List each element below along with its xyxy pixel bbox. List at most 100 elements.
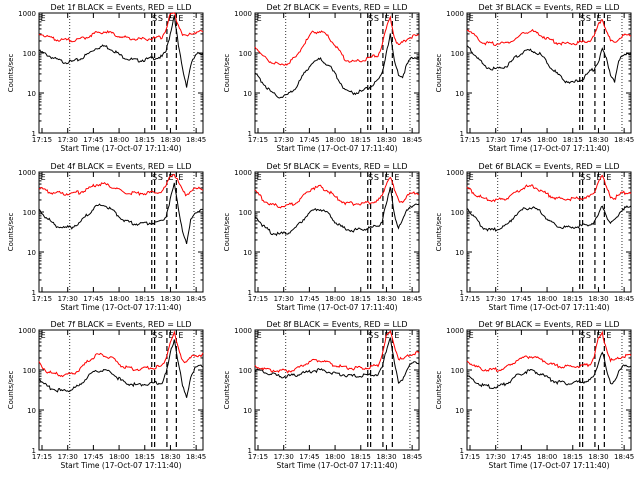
x-tick-label: 17:45 [511, 136, 531, 144]
y-tick-label: 1 [248, 130, 252, 138]
x-tick-label: 18:15 [563, 295, 583, 303]
events-series-line [466, 351, 632, 390]
x-tick-label: 17:30 [274, 453, 294, 461]
plot-frame [466, 171, 632, 293]
y-axis-label: Counts/sec [7, 213, 15, 252]
x-tick-label: 18:15 [563, 453, 583, 461]
x-tick-label: 18:45 [186, 136, 206, 144]
x-tick-label: 17:30 [486, 453, 506, 461]
flag-label: S [586, 331, 591, 340]
panel-det-9: Det 9f BLACK = Events, RED = LLD 1 10 100 10… [435, 320, 634, 470]
flag-label: E [178, 14, 183, 23]
x-axis-label: Start Time (17-Oct-07 17:11:40) [276, 461, 397, 470]
flag-label: S [158, 331, 163, 340]
x-tick-label: 17:45 [299, 453, 319, 461]
flag-label: E [178, 331, 183, 340]
flag-label: E [41, 331, 46, 340]
y-tick-label: 10 [243, 249, 252, 257]
flag-label: E [41, 173, 46, 182]
flag-label: E [606, 14, 611, 23]
x-axis-label: Start Time (17-Oct-07 17:11:40) [60, 461, 181, 470]
panel-title: Det 2f BLACK = Events, RED = LLD [266, 3, 407, 12]
y-tick-label: 100 [23, 367, 36, 375]
x-tick-label: 17:45 [83, 136, 103, 144]
x-tick-label: 17:15 [248, 136, 268, 144]
flag-label: E [385, 331, 390, 340]
panel-title: Det 4f BLACK = Events, RED = LLD [50, 162, 191, 171]
y-tick-label: 1 [460, 130, 464, 138]
lld-series-line [38, 173, 204, 197]
panel-det-4: Det 4f BLACK = Events, RED = LLD 1 10 100 10… [7, 162, 206, 312]
y-axis-label: Counts/sec [435, 371, 443, 410]
flag-label: S [158, 14, 163, 23]
x-tick-label: 18:45 [402, 453, 422, 461]
y-tick-label: 1 [32, 447, 36, 455]
x-tick-label: 18:30 [588, 453, 608, 461]
x-tick-label: 18:45 [614, 295, 634, 303]
y-tick-label: 1000 [234, 169, 252, 177]
y-tick-label: 10 [455, 407, 464, 415]
x-axis-label: Start Time (17-Oct-07 17:11:40) [488, 144, 609, 153]
events-series-line [38, 182, 204, 245]
y-tick-label: 1000 [18, 169, 36, 177]
y-axis-label: Counts/sec [7, 371, 15, 410]
lld-series-line [466, 174, 632, 203]
plot-frame [466, 329, 632, 451]
panel-title: Det 3f BLACK = Events, RED = LLD [478, 3, 619, 12]
events-series-line [38, 339, 204, 398]
y-axis-label: Counts/sec [223, 54, 231, 93]
y-tick-label: 1 [248, 289, 252, 297]
x-tick-label: 17:15 [32, 295, 52, 303]
panel-det-1: Det 1f BLACK = Events, RED = LLD 1 10 100 10… [7, 3, 206, 153]
flag-label: S [586, 14, 591, 23]
flag-label: S [580, 173, 585, 182]
x-axis-label: Start Time (17-Oct-07 17:11:40) [60, 144, 181, 153]
flag-label: E [469, 173, 474, 182]
flag-label: E [257, 173, 262, 182]
flag-label: S [368, 14, 373, 23]
plot-frame [38, 171, 204, 293]
x-axis-label: Start Time (17-Oct-07 17:11:40) [488, 303, 609, 312]
x-tick-label: 18:00 [325, 295, 345, 303]
x-axis-label: Start Time (17-Oct-07 17:11:40) [488, 461, 609, 470]
y-tick-label: 10 [243, 90, 252, 98]
x-tick-label: 18:30 [588, 136, 608, 144]
flag-label: S [580, 331, 585, 340]
x-tick-label: 18:45 [186, 453, 206, 461]
panel-title: Det 6f BLACK = Events, RED = LLD [478, 162, 619, 171]
y-axis-label: Counts/sec [223, 213, 231, 252]
y-tick-label: 1000 [446, 10, 464, 18]
y-axis-label: Counts/sec [435, 213, 443, 252]
plot-frame [38, 12, 204, 134]
x-tick-label: 18:45 [614, 136, 634, 144]
x-tick-label: 18:15 [135, 453, 155, 461]
y-axis-label: Counts/sec [223, 371, 231, 410]
y-tick-label: 100 [23, 50, 36, 58]
flag-label: S [580, 14, 585, 23]
x-axis-label: Start Time (17-Oct-07 17:11:40) [276, 144, 397, 153]
y-tick-label: 100 [239, 50, 252, 58]
x-tick-label: 18:15 [351, 453, 371, 461]
x-tick-label: 18:00 [325, 136, 345, 144]
y-tick-label: 1000 [18, 10, 36, 18]
y-tick-label: 10 [455, 249, 464, 257]
flag-label: E [385, 173, 390, 182]
panel-det-6: Det 6f BLACK = Events, RED = LLD 1 10 100 10… [435, 162, 634, 312]
panel-title: Det 5f BLACK = Events, RED = LLD [266, 162, 407, 171]
x-tick-label: 18:15 [351, 136, 371, 144]
plot-frame [254, 329, 420, 451]
flag-label: E [178, 173, 183, 182]
x-tick-label: 18:45 [402, 136, 422, 144]
x-tick-label: 17:45 [511, 453, 531, 461]
flag-label: S [152, 331, 157, 340]
panel-det-7: Det 7f BLACK = Events, RED = LLD 1 10 100 10… [7, 320, 206, 470]
lld-series-line [38, 12, 204, 43]
x-tick-label: 17:15 [32, 136, 52, 144]
x-tick-label: 18:15 [135, 136, 155, 144]
y-tick-label: 100 [451, 367, 464, 375]
x-tick-label: 18:15 [563, 136, 583, 144]
y-tick-label: 10 [27, 90, 36, 98]
flag-label: S [374, 173, 379, 182]
x-tick-label: 17:30 [486, 136, 506, 144]
